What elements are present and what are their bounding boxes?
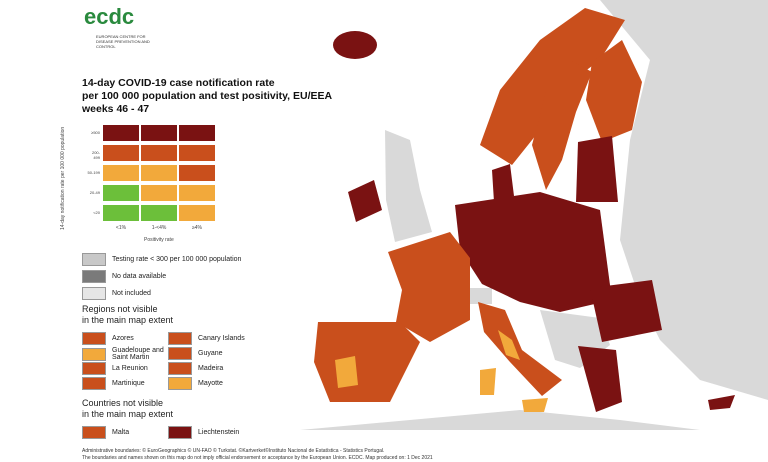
legend-label: Canary Islands xyxy=(198,335,245,342)
heading-line: in the main map extent xyxy=(82,315,174,325)
title-line: per 100 000 population and test positivi… xyxy=(82,90,333,102)
legend-label: Liechtenstein xyxy=(198,429,240,436)
legend-label: Guadeloupe and Saint Martin xyxy=(112,347,164,361)
logo: ecdc xyxy=(84,4,135,29)
legend-label: La Reunion xyxy=(112,365,148,372)
legend-item: Mayotte xyxy=(168,377,253,390)
title-line: 14-day COVID-19 case notification rate xyxy=(82,77,275,89)
legend-item: Malta xyxy=(82,426,167,439)
legend-item: Azores xyxy=(82,332,167,345)
matrix-cell xyxy=(179,125,215,141)
legend-label: Azores xyxy=(112,335,134,342)
legend-label: No data available xyxy=(112,273,167,280)
column-label: <1% xyxy=(115,225,127,231)
footer-line: Administrative boundaries: © EuroGeograp… xyxy=(82,448,385,454)
matrix-cell xyxy=(103,125,139,141)
swatch xyxy=(82,287,106,300)
row-label: 200-499 xyxy=(91,150,100,160)
swatch xyxy=(168,362,192,375)
legend-item: Madeira xyxy=(168,362,253,375)
title-line: weeks 46 - 47 xyxy=(82,103,150,115)
matrix-cell xyxy=(179,165,215,181)
legend-item: Martinique xyxy=(82,377,167,390)
legend-item: No data available xyxy=(82,270,166,283)
matrix-cell xyxy=(103,145,139,161)
column-label: ≥4% xyxy=(192,225,202,231)
row-label: ≥500 xyxy=(91,130,100,135)
swatch xyxy=(82,362,106,375)
matrix-cell xyxy=(103,185,139,201)
swatch xyxy=(168,426,192,439)
legend-label: Martinique xyxy=(112,380,145,387)
legend-item: Not included xyxy=(82,287,151,300)
matrix-cell xyxy=(141,165,177,181)
legend-item: Guadeloupe and Saint Martin xyxy=(82,347,167,361)
country-shapes xyxy=(314,8,735,412)
matrix-cell xyxy=(141,145,177,161)
logo-subtitle: EUROPEAN CENTRE FOR DISEASE PREVENTION A… xyxy=(96,34,150,49)
row-label: 20-49 xyxy=(89,190,100,195)
matrix-cell xyxy=(103,165,139,181)
swatch xyxy=(82,426,106,439)
swatch xyxy=(82,253,106,266)
heading-line: Regions not visible xyxy=(82,304,158,314)
legend-label: Not included xyxy=(112,290,151,297)
legend-label: Guyane xyxy=(198,350,223,357)
swatch xyxy=(82,270,106,283)
heading-line: in the main map extent xyxy=(82,409,174,419)
legend-label: Testing rate < 300 per 100 000 populatio… xyxy=(112,256,242,263)
footer-line: The boundaries and names shown on this m… xyxy=(82,455,433,461)
legend-label: Madeira xyxy=(198,365,224,372)
swatch xyxy=(82,332,106,345)
legend-item: Liechtenstein xyxy=(168,426,253,439)
matrix-y-axis: 14-day notification rate per 100 000 pop… xyxy=(60,126,66,230)
swatch xyxy=(168,332,192,345)
legend-item: La Reunion xyxy=(82,362,167,375)
matrix-x-axis: Positivity rate xyxy=(144,237,174,243)
legend-label: Malta xyxy=(112,429,130,436)
swatch xyxy=(168,347,192,360)
legend-item: Guyane xyxy=(168,347,253,360)
legend-item: Testing rate < 300 per 100 000 populatio… xyxy=(82,253,241,266)
legend-item: Canary Islands xyxy=(168,332,253,345)
row-label: 50-199 xyxy=(87,170,100,175)
matrix-cell xyxy=(179,205,215,221)
column-label: 1-<4% xyxy=(151,225,167,231)
matrix-cell xyxy=(179,145,215,161)
section-heading: Countries not visible in the main map ext… xyxy=(82,398,173,420)
legend-label: Mayotte xyxy=(198,380,223,387)
row-label: <20 xyxy=(93,210,100,215)
matrix-cell xyxy=(141,185,177,201)
section-heading: Regions not visible in the main map exten… xyxy=(82,304,173,326)
matrix-cell xyxy=(179,185,215,201)
swatch xyxy=(82,347,106,361)
swatch xyxy=(82,377,106,390)
swatch xyxy=(168,377,192,390)
heading-line: Countries not visible xyxy=(82,398,164,408)
matrix-cell xyxy=(103,205,139,221)
matrix-cell xyxy=(141,205,177,221)
matrix-cell xyxy=(141,125,177,141)
title: 14-day COVID-19 case notification rate pe… xyxy=(82,77,332,116)
